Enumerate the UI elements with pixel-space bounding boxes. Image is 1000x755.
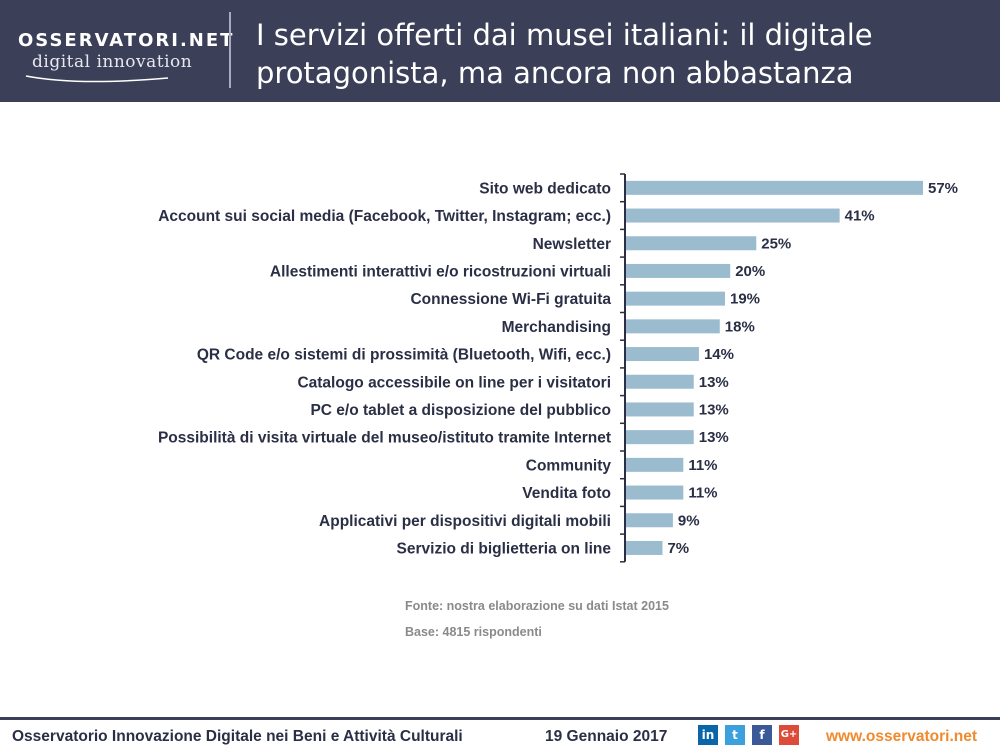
value-label: 9% — [678, 512, 700, 529]
googleplus-icon[interactable]: G+ — [779, 725, 799, 745]
category-label: Vendita foto — [522, 485, 611, 502]
category-label: QR Code e/o sistemi di prossimità (Bluet… — [197, 347, 611, 364]
category-label: Community — [526, 457, 612, 474]
logo-bottom-text: digital innovation — [32, 52, 193, 72]
value-label: 18% — [725, 318, 755, 335]
logo-top-text: OSSERVATORI.NET — [18, 30, 235, 51]
bar — [626, 319, 720, 334]
header-divider — [229, 12, 231, 88]
base-note: Base: 4815 rispondenti — [405, 625, 542, 639]
twitter-icon[interactable]: t — [725, 725, 745, 745]
value-label: 20% — [735, 263, 765, 280]
footer-divider — [0, 717, 1000, 720]
bar — [626, 513, 673, 528]
footer-title: Osservatorio Innovazione Digitale nei Be… — [12, 728, 463, 745]
bar — [626, 291, 725, 306]
category-label: Servizio di biglietteria on line — [397, 540, 612, 557]
category-label: PC e/o tablet a disposizione del pubblic… — [310, 402, 611, 419]
bar — [626, 180, 923, 195]
bar — [626, 485, 684, 500]
header-bar: OSSERVATORI.NET digital innovation I ser… — [0, 0, 1000, 102]
category-label: Applicativi per dispositivi digitali mob… — [319, 513, 611, 530]
category-label: Catalogo accessibile on line per i visit… — [297, 374, 611, 391]
osservatori-logo[interactable]: OSSERVATORI.NET digital innovation — [18, 20, 232, 90]
category-label: Possibilità di visita virtuale del museo… — [158, 430, 611, 447]
value-label: 13% — [699, 429, 729, 446]
value-label: 13% — [699, 374, 729, 391]
bar — [626, 430, 694, 445]
website-link[interactable]: www.osservatori.net — [826, 728, 978, 745]
category-label: Merchandising — [502, 319, 611, 336]
value-label: 14% — [704, 346, 734, 363]
bar — [626, 347, 699, 362]
value-label: 13% — [699, 401, 729, 418]
value-label: 25% — [761, 235, 791, 252]
bar — [626, 374, 694, 389]
value-label: 41% — [845, 208, 875, 225]
bar — [626, 208, 840, 223]
logo-swoosh-icon — [25, 75, 169, 83]
footer-date: 19 Gennaio 2017 — [545, 728, 668, 745]
bar — [626, 457, 684, 472]
category-label: Newsletter — [533, 236, 611, 253]
bar — [626, 236, 757, 251]
value-label: 11% — [688, 485, 717, 502]
category-label: Account sui social media (Facebook, Twit… — [158, 208, 611, 225]
linkedin-icon[interactable]: in — [698, 725, 718, 745]
category-label: Allestimenti interattivi e/o ricostruzio… — [270, 263, 611, 280]
category-label: Connessione Wi-Fi gratuita — [410, 291, 611, 308]
value-label: 19% — [730, 291, 760, 308]
value-label: 57% — [928, 180, 958, 197]
source-note: Fonte: nostra elaborazione su dati Istat… — [405, 599, 669, 613]
bar — [626, 540, 663, 555]
bar-chart: Sito web dedicato 57% Account sui social m… — [158, 173, 958, 563]
page-title: I servizi offerti dai musei italiani: il… — [256, 18, 873, 90]
bar — [626, 402, 694, 417]
value-label: 7% — [667, 540, 689, 557]
category-label: Sito web dedicato — [479, 180, 611, 197]
bar — [626, 263, 731, 278]
value-label: 11% — [688, 457, 717, 474]
facebook-icon[interactable]: f — [752, 725, 772, 745]
